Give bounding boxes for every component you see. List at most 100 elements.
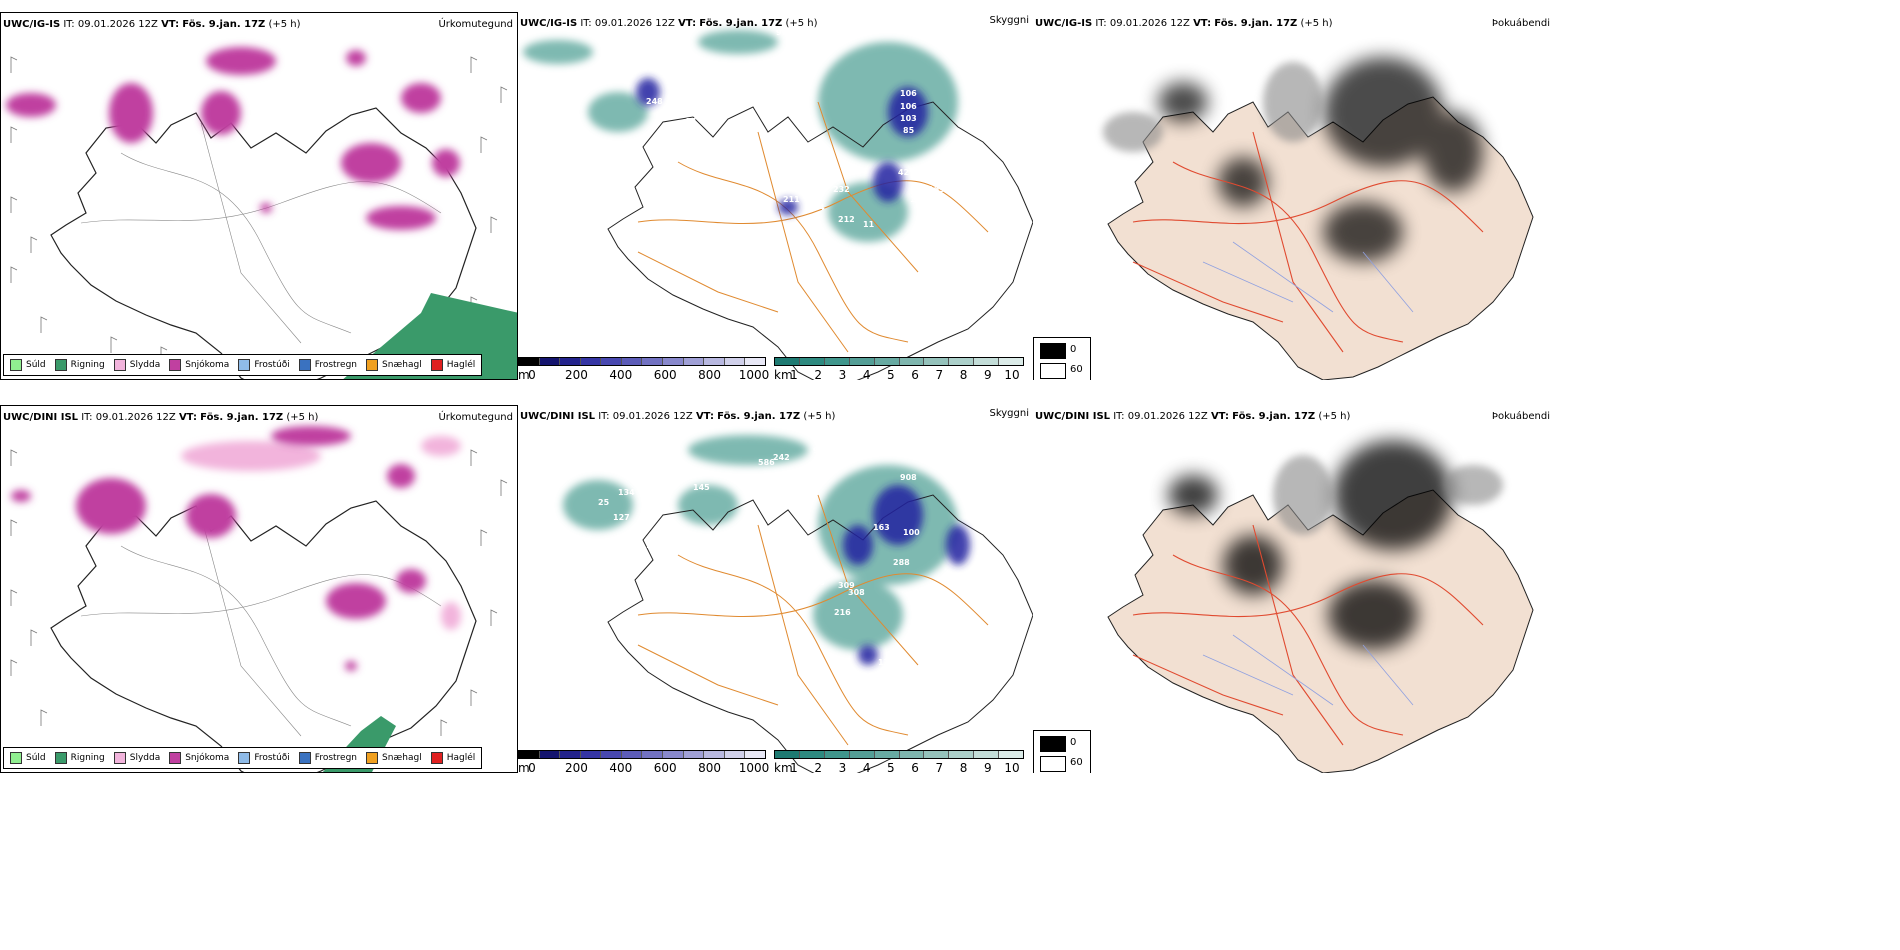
colorbar-tick: 1 xyxy=(790,761,798,773)
visibility-value-label: 85 xyxy=(903,126,915,135)
visibility-value-label: 11 xyxy=(863,220,875,229)
colorbar-tick: 10 xyxy=(1004,368,1020,380)
visibility-value-label: 112 xyxy=(920,205,937,214)
fog-map xyxy=(1107,440,1534,773)
km-colorbar: km 1 2 3 4 5 6 7 8 9 10 xyxy=(774,750,1024,773)
legend-swatch xyxy=(366,752,379,764)
visibility-value-label: 103 xyxy=(900,114,917,123)
panel-title: Úrkomutegund xyxy=(438,19,513,30)
legend-item: Frostregn xyxy=(298,359,357,371)
visibility-value-label: 918 xyxy=(878,416,895,425)
visibility-panel-row2: UWC/DINI ISL IT: 09.01.2026 12Z VT: Fös.… xyxy=(518,405,1033,773)
colorbar-tick: 7 xyxy=(935,368,944,380)
legend-label: Frostregn xyxy=(314,753,358,763)
visibility-value-label: 127 xyxy=(613,513,630,522)
legend-item: Haglél xyxy=(430,752,475,764)
colorbar-tick: 200 xyxy=(564,368,588,380)
colorbar-tick: 600 xyxy=(653,761,677,773)
visibility-value-label: 163 xyxy=(873,523,890,532)
colorbar-tick: 1000 xyxy=(738,368,770,380)
precip-type-panel-row1: UWC/IG-IS IT: 09.01.2026 12Z VT: Fös. 9.… xyxy=(0,12,518,380)
legend-item: Snjókoma xyxy=(169,752,229,764)
colorbar-strip xyxy=(518,357,766,366)
road-lines xyxy=(80,122,442,344)
visibility-panel-row1: UWC/IG-IS IT: 09.01.2026 12Z VT: Fös. 9.… xyxy=(518,12,1033,380)
legend-item: Frostúði xyxy=(238,359,290,371)
colorbar-tick: 6 xyxy=(911,761,919,773)
legend-item: Rigning xyxy=(54,752,105,764)
legend-swatch xyxy=(298,359,311,371)
visibility-title: Skyggni xyxy=(989,15,1029,26)
colorbar-strip xyxy=(774,750,1024,759)
colorbar-tick: 3 xyxy=(838,368,847,380)
legend-swatch xyxy=(430,752,443,764)
legend-label: Súld xyxy=(26,753,46,763)
legend-item: Slydda xyxy=(113,359,160,371)
legend-item: Snæhagl xyxy=(366,752,422,764)
colorbar-tick: 9 xyxy=(983,761,992,773)
legend-swatch xyxy=(366,359,379,371)
height-colorbar: m 0 200 400 600 800 1000 xyxy=(518,357,769,380)
panel-header: UWC/IG-IS IT: 09.01.2026 12Z VT: Fös. 9.… xyxy=(3,19,301,30)
height-colorbar: m 0 200 400 600 800 1000 xyxy=(518,750,769,773)
visibility-value-label: 134 xyxy=(618,488,635,497)
colorbar-unit: km xyxy=(774,368,793,380)
visibility-value-label: 216 xyxy=(834,608,851,617)
precip-map xyxy=(10,426,508,772)
legend-label: Slydda xyxy=(129,753,161,763)
visibility-value-label: 317 xyxy=(668,528,685,537)
visibility-value-label: 211 xyxy=(783,195,800,204)
colorbar-strip xyxy=(518,750,766,759)
visibility-value-label: 115 xyxy=(910,195,927,204)
legend-item: Frostregn xyxy=(298,752,358,764)
colorbar-tick: 800 xyxy=(698,761,722,773)
fog-legend-label: 60 xyxy=(1070,364,1083,375)
colorbar-tick: 2 xyxy=(814,761,823,773)
fog-legend-swatch xyxy=(1040,736,1066,752)
fog-panel-row2: UWC/DINI ISL IT: 09.01.2026 12Z VT: Fös.… xyxy=(1033,405,1900,773)
visibility-value-label: 25 xyxy=(598,498,610,507)
visibility-value-label: 586 xyxy=(758,458,775,467)
fog-legend-swatch xyxy=(1040,756,1066,772)
visibility-value-label: 309 xyxy=(838,581,855,590)
colorbar-tick: 400 xyxy=(609,761,633,773)
colorbar-unit: km xyxy=(774,761,793,773)
visibility-value-label: 106 xyxy=(900,102,917,111)
legend-label: Frostúði xyxy=(254,753,290,763)
colorbar-tick: 4 xyxy=(862,368,871,380)
visibility-value-label: 960 xyxy=(776,28,793,37)
panel-header: UWC/IG-IS IT: 09.01.2026 12Z VT: Fös. 9.… xyxy=(1035,18,1333,29)
legend-swatch xyxy=(238,359,251,371)
legend-swatch xyxy=(113,752,126,764)
visibility-value-label: 908 xyxy=(900,473,917,482)
legend-label: Rigning xyxy=(70,753,105,763)
visibility-value-label: 100 xyxy=(903,528,920,537)
visibility-value-label: 232 xyxy=(833,185,850,194)
visibility-value-label: 558 xyxy=(674,75,691,84)
precip-legend: Súld Rigning Slydda Snjókoma Frostúði Frostre… xyxy=(3,354,483,376)
visibility-value-label: 104 xyxy=(914,588,931,597)
visibility-value-label: 242 xyxy=(773,453,790,462)
colorbar-tick: 10 xyxy=(1004,761,1020,773)
colorbar-tick: 6 xyxy=(911,368,919,380)
visibility-value-label: 165 xyxy=(928,185,945,194)
legend-swatch xyxy=(54,359,67,371)
visibility-map: 9602485587183010610610385427165115112734… xyxy=(523,28,1033,380)
legend-label: Frostúði xyxy=(254,360,290,370)
visibility-title: Skyggni xyxy=(989,408,1029,419)
visibility-value-label: 248 xyxy=(646,97,663,106)
colorbar-tick: 0 xyxy=(528,368,536,380)
colorbar-tick: 3 xyxy=(838,761,847,773)
legend-label: Snjókoma xyxy=(185,360,230,370)
visibility-value-label: 288 xyxy=(808,578,825,587)
fog-legend-swatch xyxy=(1040,363,1066,379)
legend-item: Frostúði xyxy=(238,752,290,764)
colorbar-tick: 8 xyxy=(959,761,968,773)
legend-item: Rigning xyxy=(54,359,105,371)
fog-legend: 0 60 xyxy=(1033,337,1091,380)
legend-label: Súld xyxy=(26,360,46,370)
legend-swatch xyxy=(10,359,22,371)
snow-areas xyxy=(6,47,460,230)
km-colorbar: km 1 2 3 4 5 6 7 8 9 10 xyxy=(774,357,1024,380)
